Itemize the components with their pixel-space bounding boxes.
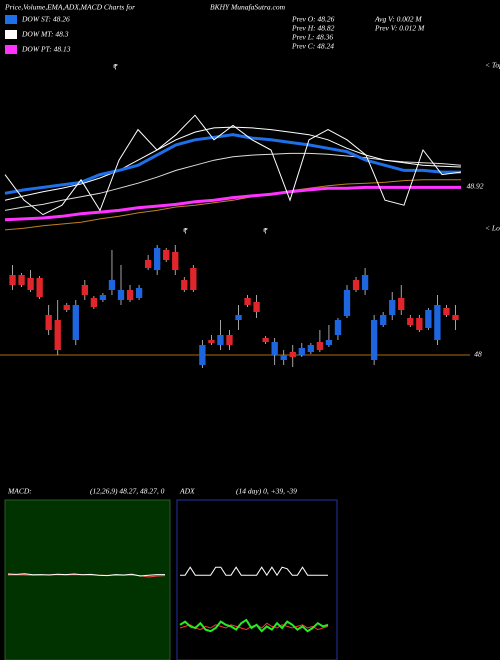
candle-body xyxy=(144,260,152,268)
annotation: < Tops xyxy=(485,61,500,70)
candle-body xyxy=(407,318,414,325)
series-line xyxy=(4,133,461,195)
candle-body xyxy=(452,315,459,320)
candle-body xyxy=(352,280,360,290)
candle-body xyxy=(253,302,260,312)
candle-body xyxy=(262,338,269,342)
candle-body xyxy=(45,315,52,330)
y-tick-label: 48 xyxy=(474,350,482,359)
candle-body xyxy=(379,315,387,325)
annotation: ₹ xyxy=(112,63,118,72)
prev-stat: Avg V: 0.002 M xyxy=(374,15,422,24)
series-line xyxy=(180,566,328,577)
candle-body xyxy=(271,342,278,355)
candle-body xyxy=(389,300,396,315)
candle-body xyxy=(334,320,342,335)
annotation: ₹ xyxy=(182,227,188,236)
annotation: ₹ xyxy=(262,227,268,236)
prev-stat: Prev O: 48.26 xyxy=(291,15,335,24)
candle-body xyxy=(370,320,378,360)
candle-body xyxy=(54,320,61,350)
candle-body xyxy=(434,305,441,340)
candle-body xyxy=(99,295,107,300)
candle-body xyxy=(36,278,43,297)
candle-body xyxy=(217,335,224,345)
candle-body xyxy=(244,298,251,305)
prev-stat: Prev V: 0.012 M xyxy=(374,24,425,33)
prev-stat: Prev H: 48.82 xyxy=(291,24,335,33)
candle-body xyxy=(135,288,143,298)
adx-panel xyxy=(176,499,338,660)
legend-swatch xyxy=(5,30,17,39)
candle-body xyxy=(398,298,405,310)
symbol: BKHY MunafaSutra.com xyxy=(210,3,286,12)
legend-swatch xyxy=(5,15,17,24)
candle-body xyxy=(361,275,369,290)
candle-body xyxy=(289,352,296,357)
prev-stat: Prev L: 48.36 xyxy=(291,33,333,42)
candle-body xyxy=(90,298,98,307)
page-title: Price,Volume,EMA,ADX,MACD Charts for xyxy=(4,3,135,12)
panel-subtitle: (14 day) 0, +39, -39 xyxy=(236,487,297,496)
series-line xyxy=(4,114,462,216)
candle-body xyxy=(416,318,423,330)
legend-swatch xyxy=(5,45,17,54)
macd-panel xyxy=(4,499,171,660)
panel-title: ADX xyxy=(179,487,195,496)
candle-body xyxy=(117,290,125,300)
prev-stat: Prev C: 48.24 xyxy=(291,42,334,51)
candle-body xyxy=(208,340,215,343)
candle-body xyxy=(126,290,134,300)
candle-body xyxy=(343,290,351,316)
candle-body xyxy=(153,248,161,270)
panel-subtitle: (12,26,9) 48.27, 48.27, 0 xyxy=(90,487,165,496)
candle-body xyxy=(443,308,450,315)
y-tick-label: 48.92 xyxy=(467,181,484,190)
candle-body xyxy=(108,280,116,290)
candle-body xyxy=(27,278,34,290)
candle-body xyxy=(81,285,89,295)
candle-body xyxy=(325,340,333,345)
legend-label: DOW PT: 48.13 xyxy=(21,45,71,54)
candle-body xyxy=(190,268,197,290)
legend-label: DOW ST: 48.26 xyxy=(21,15,70,24)
candle-body xyxy=(235,315,242,320)
annotation: < Lows xyxy=(485,224,500,233)
series-line xyxy=(4,179,461,231)
candle-body xyxy=(280,355,287,360)
candle-body xyxy=(72,305,79,340)
candle-body xyxy=(199,345,206,365)
candle-body xyxy=(9,275,16,285)
candle-body xyxy=(226,335,233,345)
candle-body xyxy=(172,252,179,270)
candle-body xyxy=(307,345,315,352)
series-line xyxy=(4,185,461,222)
candle-body xyxy=(425,310,432,328)
candle-body xyxy=(316,342,324,350)
candle-body xyxy=(298,348,305,355)
candle-body xyxy=(181,280,188,290)
candle-body xyxy=(63,305,70,310)
legend-label: DOW MT: 48.3 xyxy=(21,30,69,39)
panel-title: MACD: xyxy=(7,487,32,496)
candle-body xyxy=(18,275,25,285)
series-line xyxy=(4,126,462,201)
series-line xyxy=(7,573,165,577)
candle-body xyxy=(163,250,170,260)
series-line xyxy=(179,618,329,633)
